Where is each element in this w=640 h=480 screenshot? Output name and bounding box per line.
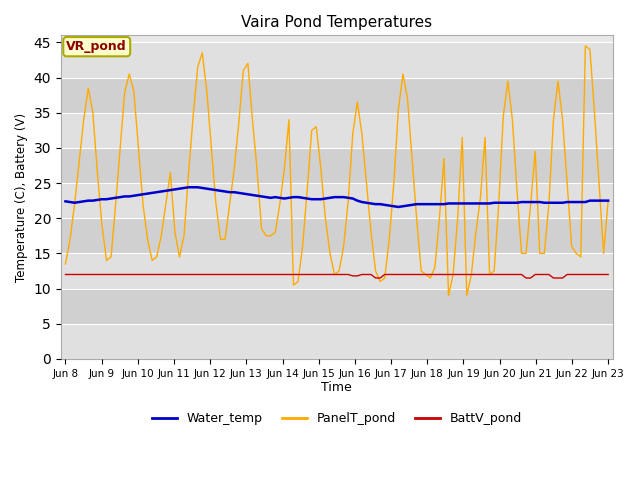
Bar <box>61 218 612 253</box>
Bar <box>61 183 612 218</box>
Bar <box>61 148 612 183</box>
Y-axis label: Temperature (C), Battery (V): Temperature (C), Battery (V) <box>15 112 28 282</box>
Title: Vaira Pond Temperatures: Vaira Pond Temperatures <box>241 15 433 30</box>
Legend: Water_temp, PanelT_pond, BattV_pond: Water_temp, PanelT_pond, BattV_pond <box>147 407 527 430</box>
Bar <box>61 42 612 78</box>
Bar <box>61 113 612 148</box>
Text: VR_pond: VR_pond <box>67 40 127 53</box>
Bar <box>61 324 612 359</box>
Bar <box>61 78 612 113</box>
Bar <box>61 253 612 288</box>
X-axis label: Time: Time <box>321 382 352 395</box>
Bar <box>61 288 612 324</box>
